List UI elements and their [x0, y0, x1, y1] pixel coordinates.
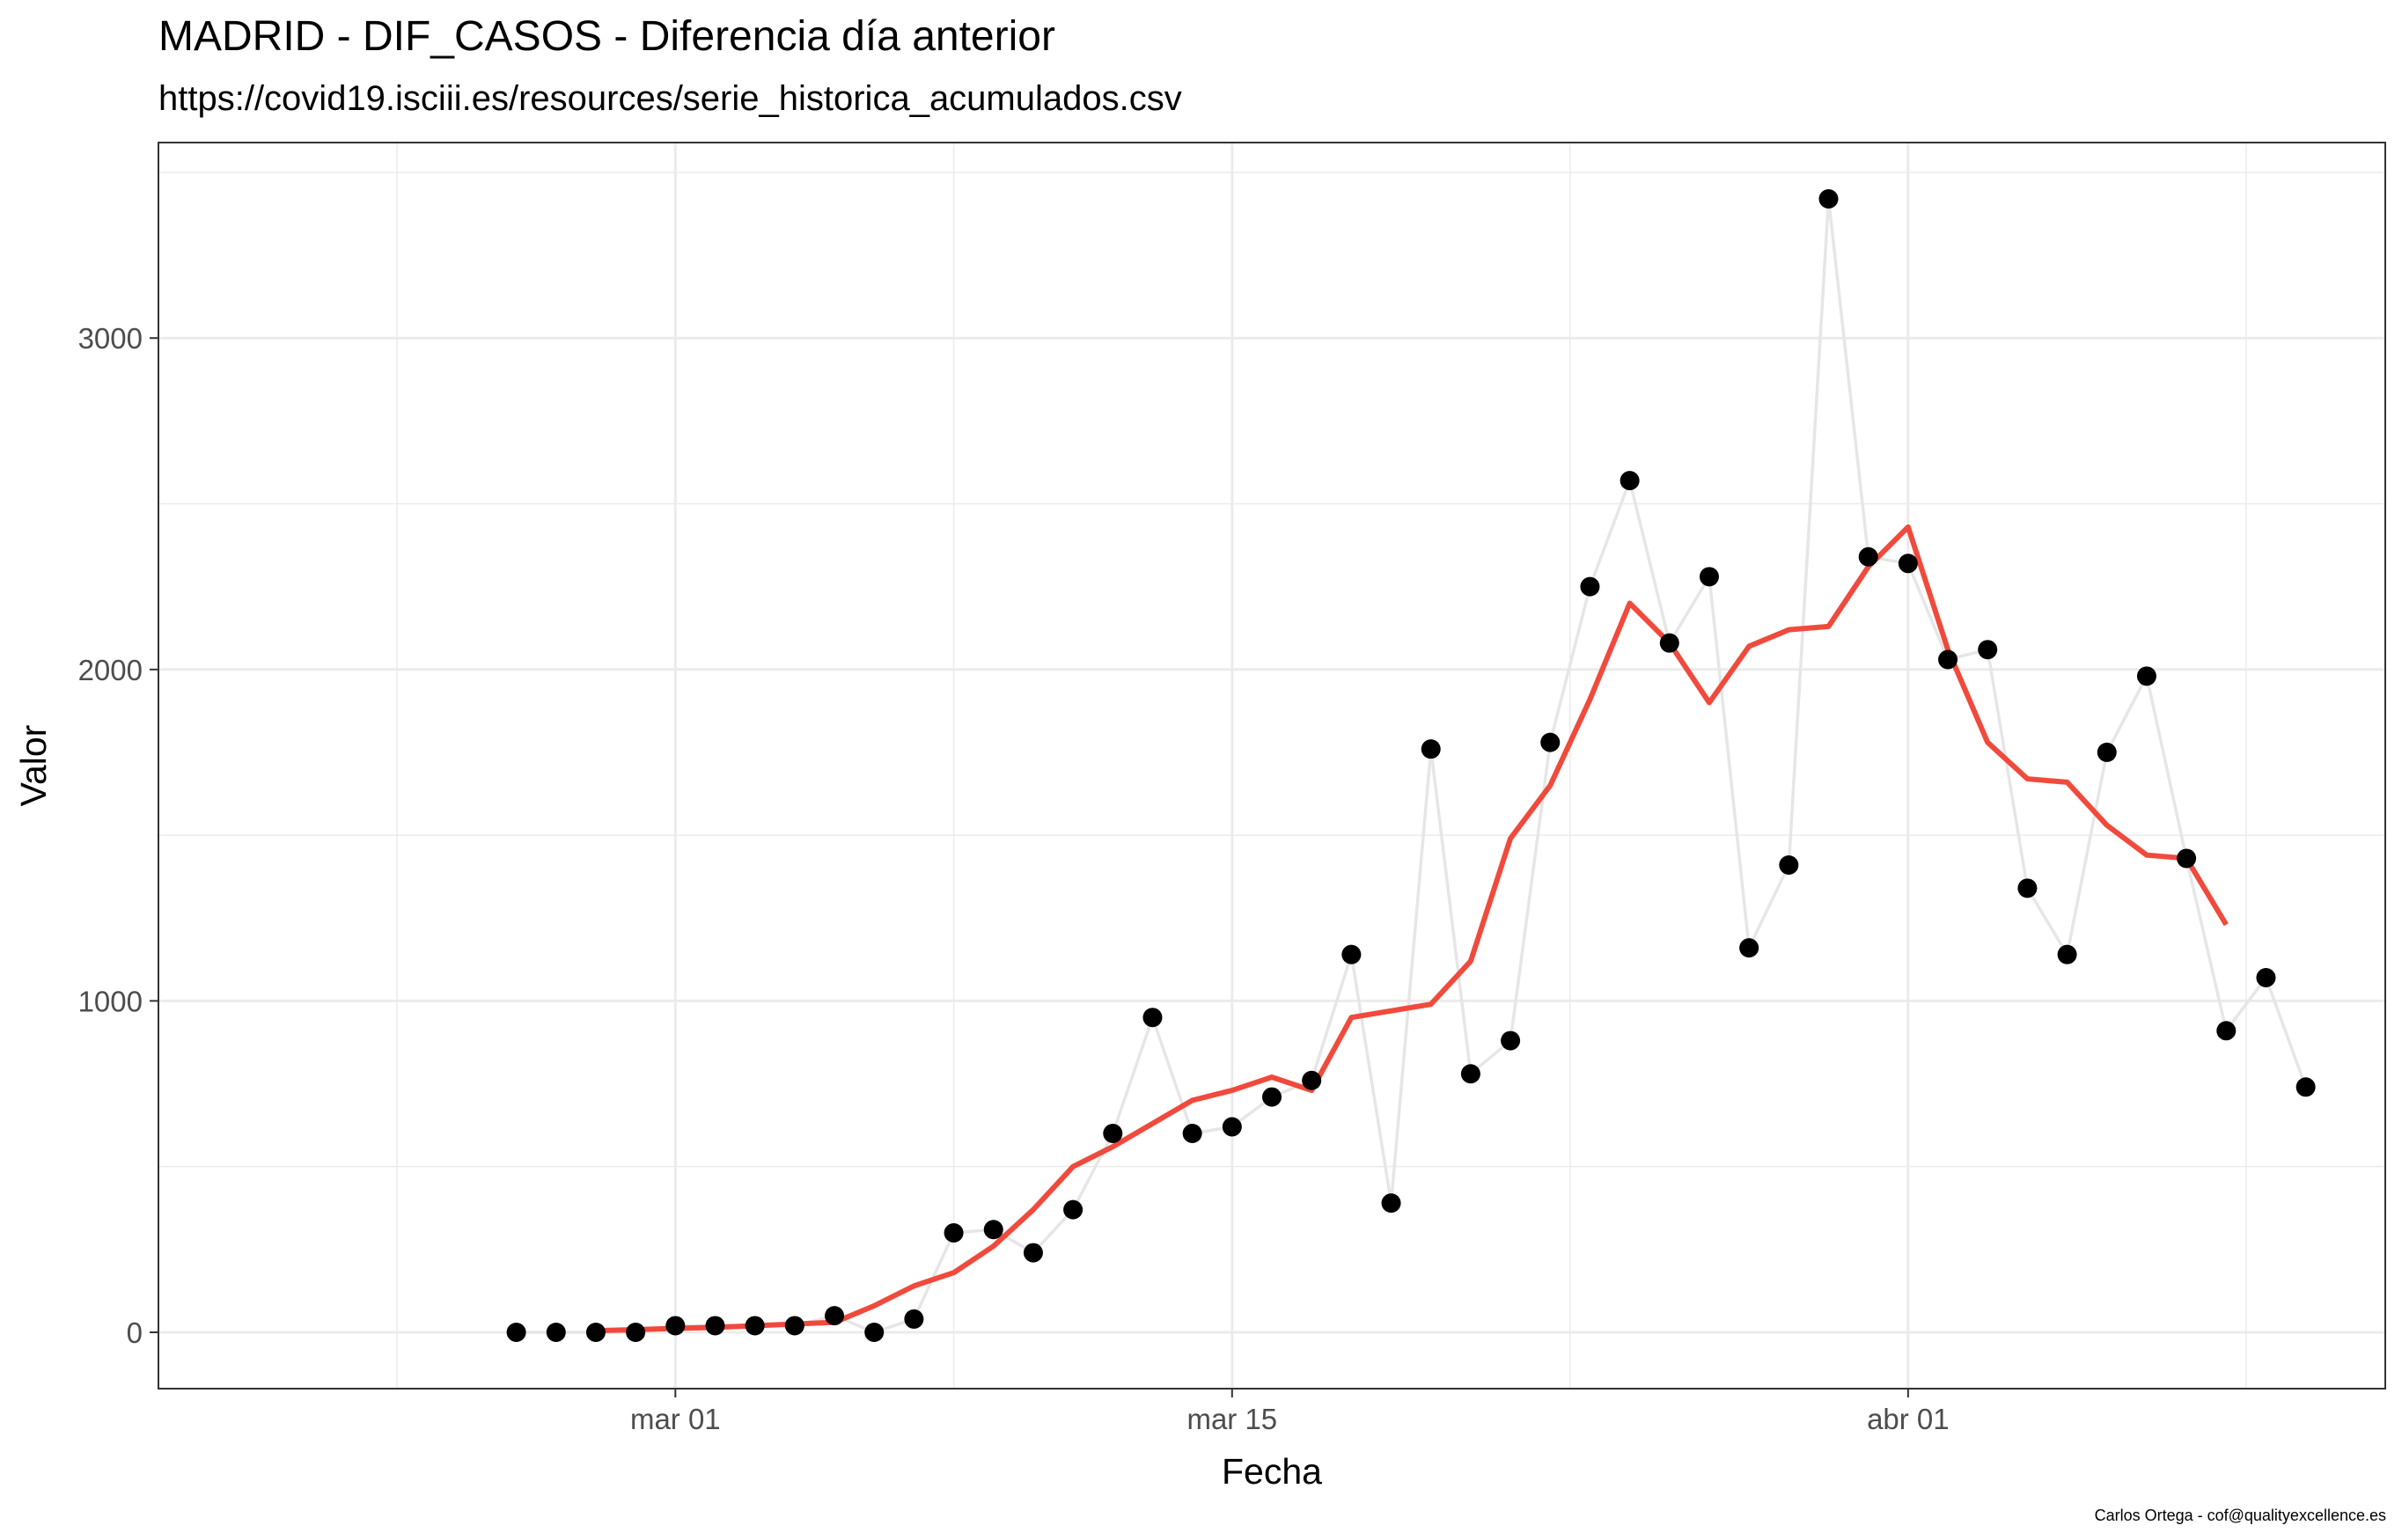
grid-lines: [158, 143, 2385, 1389]
x-tick-label: mar 01: [630, 1403, 721, 1435]
data-point: [1023, 1243, 1043, 1263]
data-point: [1699, 567, 1719, 587]
data-point: [665, 1316, 686, 1336]
data-point: [1381, 1193, 1401, 1214]
data-point: [1978, 640, 1998, 660]
data-point: [1620, 471, 1640, 491]
data-point: [705, 1316, 725, 1336]
data-point: [1659, 633, 1679, 653]
data-point: [1580, 576, 1600, 597]
data-point: [506, 1322, 526, 1342]
data-point: [2017, 878, 2038, 898]
data-point: [1142, 1008, 1163, 1028]
data-point: [1779, 854, 1799, 875]
data-point: [2177, 848, 2197, 869]
data-point: [1938, 649, 1958, 670]
y-tick-label: 2000: [78, 654, 143, 686]
axes: 0 1000 2000 3000 mar 01 mar 15 abr 01: [78, 322, 1950, 1435]
data-point: [904, 1309, 924, 1329]
data-point: [1739, 938, 1759, 958]
data-point: [1501, 1030, 1521, 1051]
data-point: [2216, 1021, 2237, 1041]
data-point: [745, 1316, 765, 1336]
data-point: [2256, 968, 2276, 988]
data-point: [2295, 1077, 2316, 1097]
data-point: [546, 1322, 566, 1342]
y-axis-title: Valor: [13, 725, 54, 807]
x-tick-label: abr 01: [1867, 1403, 1950, 1435]
chart-caption: Carlos Ortega - cof@qualityexcellence.es: [2094, 1507, 2386, 1524]
data-point: [1421, 739, 1441, 759]
data-point: [1182, 1124, 1202, 1144]
data-point: [1540, 732, 1561, 752]
data-point: [825, 1306, 845, 1326]
data-point: [1302, 1070, 1322, 1090]
y-tick-label: 1000: [78, 985, 143, 1017]
data-point: [1818, 189, 1839, 209]
series-connector: [516, 198, 2308, 1334]
data-point: [1103, 1124, 1123, 1144]
x-axis-title: Fecha: [1222, 1451, 1322, 1492]
y-tick-label: 3000: [78, 322, 143, 355]
panel-border: [158, 142, 2386, 1390]
chart-title: MADRID - DIF_CASOS - Diferencia día ante…: [158, 13, 1055, 60]
data-point: [1858, 546, 1878, 567]
y-tick-label: 0: [127, 1316, 143, 1349]
data-point: [1222, 1117, 1242, 1137]
data-point: [864, 1322, 885, 1342]
data-point: [2057, 944, 2077, 964]
data-point: [784, 1316, 804, 1336]
data-point: [1262, 1087, 1282, 1107]
chart-subtitle: https://covid19.isciii.es/resources/seri…: [158, 79, 1182, 118]
data-point: [626, 1322, 646, 1342]
data-point: [2097, 742, 2117, 762]
connector-line: [516, 198, 2308, 1334]
data-point: [1063, 1199, 1083, 1220]
data-points: [506, 189, 2316, 1342]
data-point: [983, 1220, 1003, 1240]
data-point: [1341, 944, 1362, 964]
data-point: [1898, 554, 1918, 574]
data-point: [2136, 666, 2156, 686]
data-point: [1460, 1064, 1480, 1084]
data-point: [944, 1223, 964, 1243]
x-tick-label: mar 15: [1186, 1403, 1277, 1435]
data-point: [585, 1322, 606, 1342]
